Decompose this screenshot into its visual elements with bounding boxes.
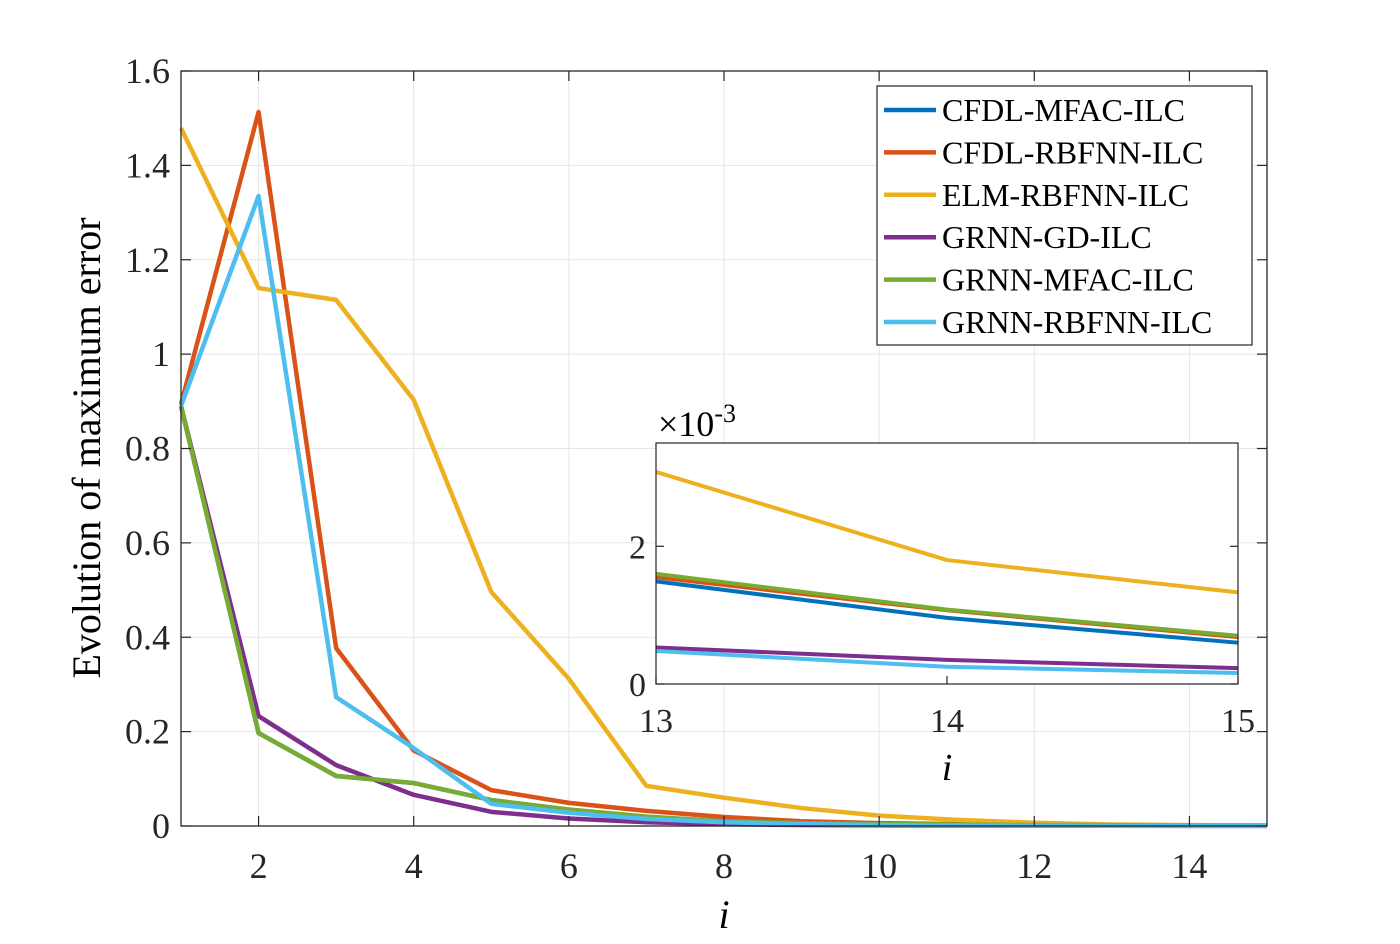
y-tick-label: 1.6 — [125, 51, 170, 91]
inset-chart: 13 14 15 0 2 ×10-3 i — [629, 399, 1255, 789]
y-tick-label: 0.4 — [125, 617, 170, 657]
x-tick-label: 2 — [250, 846, 268, 886]
y-tick-label: 0.2 — [125, 712, 170, 752]
x-tick-label: 6 — [560, 846, 578, 886]
inset-exponent-label: ×10-3 — [658, 399, 736, 444]
x-tick-label: 8 — [715, 846, 733, 886]
y-axis-label: Evolution of maximum error — [64, 217, 109, 678]
x-tick-label: 10 — [861, 846, 897, 886]
y-tick-label: 0.8 — [125, 429, 170, 469]
y-tick-label: 1.2 — [125, 240, 170, 280]
x-tick-label: 14 — [1171, 846, 1207, 886]
inset-x-tick-label: 13 — [639, 703, 673, 740]
inset-series-line-grnn-mfac-ilc — [655, 571, 1239, 638]
inset-axis-ticks: 13 14 15 0 2 — [629, 529, 1255, 740]
legend-label: GRNN-RBFNN-ILC — [942, 304, 1212, 340]
x-tick-label: 12 — [1016, 846, 1052, 886]
y-tick-label: 0.6 — [125, 523, 170, 563]
inset-plot-area — [656, 443, 1238, 684]
inset-x-axis-label: i — [942, 747, 953, 789]
y-tick-label: 0 — [152, 806, 170, 846]
inset-series-line-cfdl-mfac-ilc — [655, 579, 1239, 645]
legend-label: CFDL-RBFNN-ILC — [942, 134, 1203, 170]
inset-y-tick-label: 0 — [629, 667, 646, 704]
x-tick-label: 4 — [405, 846, 423, 886]
inset-series-line-elm-rbfnn-ilc — [655, 470, 1239, 595]
x-axis-label: i — [718, 892, 729, 937]
axis-ticks: 2 4 6 8 10 12 14 0 0.2 0.4 0.6 0.8 1 1.2 1.4 1.6 — [125, 51, 1267, 886]
legend: CFDL-MFAC-ILC CFDL-RBFNN-ILC ELM-RBFNN-ILC… — [876, 85, 1253, 346]
inset-x-tick-label: 15 — [1221, 703, 1255, 740]
y-tick-label: 1 — [152, 334, 170, 374]
inset-y-tick-label: 2 — [629, 529, 646, 566]
legend-box — [876, 85, 1253, 346]
legend-label: CFDL-MFAC-ILC — [942, 92, 1185, 128]
inset-series-lines — [655, 470, 1239, 675]
legend-label: ELM-RBFNN-ILC — [942, 177, 1189, 213]
legend-label: GRNN-GD-ILC — [942, 219, 1152, 255]
y-tick-label: 1.4 — [125, 145, 170, 185]
inset-series-line-grnn-rbfnn-ilc — [655, 648, 1239, 675]
inset-series-line-grnn-gd-ilc — [655, 645, 1239, 671]
inset-x-tick-label: 14 — [930, 703, 964, 740]
legend-label: GRNN-MFAC-ILC — [942, 262, 1194, 298]
